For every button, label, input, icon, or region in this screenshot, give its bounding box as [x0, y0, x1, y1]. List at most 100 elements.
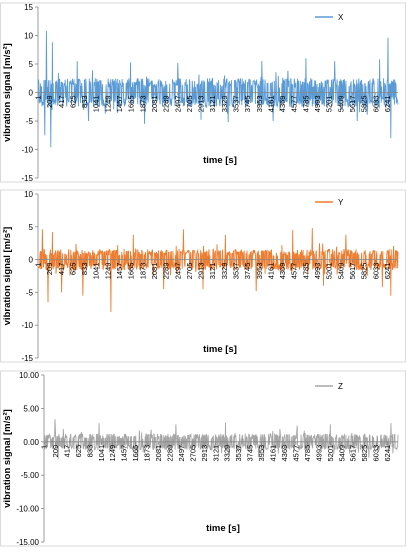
- x-axis-title: time [s]: [203, 344, 237, 355]
- x-tick-label: 3121: [211, 445, 220, 462]
- x-tick-label: 6033: [372, 445, 381, 462]
- x-tick-label: 1: [40, 445, 49, 449]
- x-axis-title: time [s]: [206, 523, 240, 534]
- x-tick-label: 1: [34, 263, 43, 267]
- x-tick-label: 1457: [115, 263, 124, 280]
- y-tick-label: -5.00: [21, 471, 40, 480]
- x-tick-label: 3745: [243, 96, 252, 113]
- x-tick-label: 625: [68, 263, 77, 276]
- x-tick-label: 1457: [115, 96, 124, 113]
- x-tick-label: 6241: [383, 445, 392, 462]
- x-tick-label: 2913: [200, 445, 209, 462]
- y-tick-label: -10: [21, 146, 33, 155]
- x-tick-label: 3537: [232, 96, 241, 113]
- x-tick-label: 5409: [336, 96, 345, 113]
- x-tick-label: 417: [62, 445, 71, 458]
- x-tick-label: 1249: [103, 96, 112, 113]
- x-tick-label: 4577: [290, 263, 299, 280]
- x-tick-label: 417: [57, 263, 66, 276]
- y-tick-label: 5.00: [23, 404, 39, 413]
- x-tick-label: 4993: [313, 263, 322, 280]
- y-tick-label: -10.00: [16, 505, 39, 514]
- x-tick-label: 4993: [313, 96, 322, 113]
- x-tick-label: 4785: [303, 445, 312, 462]
- y-tick-label: -10: [21, 321, 33, 330]
- x-tick-label: 2289: [162, 263, 171, 280]
- x-tick-label: 4369: [278, 263, 287, 280]
- x-tick-label: 3537: [232, 263, 241, 280]
- x-tick-label: 3745: [246, 445, 255, 462]
- x-tick-label: 4161: [266, 263, 275, 280]
- x-tick-label: 4161: [266, 96, 275, 113]
- x-tick-label: 1665: [131, 445, 140, 462]
- x-tick-label: 2705: [188, 445, 197, 462]
- x-tick-label: 5825: [360, 263, 369, 280]
- x-tick-label: 1041: [92, 263, 101, 280]
- x-tick-label: 4785: [301, 263, 310, 280]
- y-tick-label: 10.00: [19, 371, 40, 380]
- x-tick-label: 6241: [383, 96, 392, 113]
- x-tick-label: 2705: [185, 96, 194, 113]
- x-tick-label: 4161: [269, 445, 278, 462]
- legend: Z: [315, 382, 343, 391]
- x-tick-label: 1041: [92, 96, 101, 113]
- x-tick-label: 3537: [234, 445, 243, 462]
- x-tick-label: 4369: [278, 96, 287, 113]
- x-tick-label: 1: [34, 96, 43, 100]
- y-tick-label: 0: [29, 256, 34, 265]
- y-tick-label: -15: [21, 174, 33, 183]
- y-tick-label: 0: [29, 89, 34, 98]
- y-axis-title: vibration signal [m/s²]: [2, 409, 13, 508]
- x-tick-label: 2081: [154, 445, 163, 462]
- x-tick-label: 2081: [150, 96, 159, 113]
- y-tick-label: 5: [29, 223, 34, 232]
- x-tick-label: 5409: [337, 445, 346, 462]
- y-tick-label: 5: [29, 60, 34, 69]
- x-tick-label: 3329: [223, 445, 232, 462]
- x-tick-label: 625: [74, 445, 83, 458]
- x-tick-label: 2289: [162, 96, 171, 113]
- legend: Y: [315, 198, 344, 207]
- x-tick-label: 209: [45, 263, 54, 276]
- y-tick-label: -5: [26, 117, 34, 126]
- x-tick-label: 4577: [290, 96, 299, 113]
- y-axis-title: vibration signal [m/s²]: [2, 43, 13, 142]
- x-tick-label: 209: [45, 96, 54, 109]
- x-tick-label: 2705: [185, 263, 194, 280]
- x-tick-label: 1457: [120, 445, 129, 462]
- chart-panel-3: 10.00 5.00 0.00 -5.00 -10.00 -15.00 vibration …: [0, 370, 406, 547]
- x-tick-label: 2289: [165, 445, 174, 462]
- x-tick-label: 3121: [208, 96, 217, 113]
- x-tick-label: 2081: [150, 263, 159, 280]
- x-tick-label: 3745: [243, 263, 252, 280]
- legend: X: [315, 13, 344, 22]
- y-tick-label: 10: [24, 190, 33, 199]
- x-tick-label: 5617: [348, 96, 357, 113]
- x-tick-label: 209: [51, 445, 60, 458]
- x-tick-label: 5201: [325, 96, 334, 113]
- x-tick-label: 3953: [257, 445, 266, 462]
- x-tick-label: 2913: [197, 96, 206, 113]
- x-tick-label: 833: [80, 263, 89, 276]
- x-tick-label: 5201: [325, 263, 334, 280]
- x-tick-label: 1873: [143, 445, 152, 462]
- x-tick-label: 4993: [314, 445, 323, 462]
- x-tick-label: 5409: [336, 263, 345, 280]
- x-tick-label: 5825: [360, 96, 369, 113]
- x-tick-label: 3953: [255, 263, 264, 280]
- series-line-y: [37, 228, 399, 313]
- x-tick-label: 2497: [173, 96, 182, 113]
- y-tick-label: 0.00: [23, 438, 39, 447]
- x-tick-label: 4369: [280, 445, 289, 462]
- x-tick-label: 1249: [103, 263, 112, 280]
- x-tick-label: 2913: [197, 263, 206, 280]
- legend-label: Z: [338, 382, 343, 391]
- y-tick-label: -15.00: [16, 538, 39, 547]
- x-tick-label: 625: [68, 96, 77, 109]
- y-axis-title: vibration signal [m/s²]: [2, 227, 13, 326]
- x-tick-label: 1873: [138, 263, 147, 280]
- x-tick-label: 1873: [138, 96, 147, 113]
